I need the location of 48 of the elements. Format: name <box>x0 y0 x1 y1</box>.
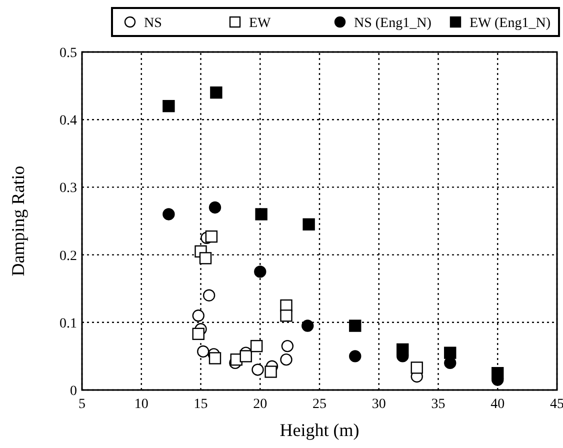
point <box>192 328 204 340</box>
y-tick-label: 0.3 <box>60 181 77 196</box>
y-tick-label: 0 <box>70 384 77 399</box>
point <box>252 364 264 376</box>
point <box>197 345 210 358</box>
point <box>492 367 504 380</box>
point <box>410 362 423 374</box>
point <box>210 86 222 99</box>
point <box>280 353 292 366</box>
y-tick-label: 0.1 <box>60 316 77 332</box>
point <box>254 266 266 278</box>
point <box>302 320 314 332</box>
y-axis-title: Damping Ratio <box>8 166 28 276</box>
y-tick-label: 0.4 <box>60 114 77 129</box>
point <box>255 208 268 220</box>
y-tick-label: 0.2 <box>60 248 77 264</box>
y-tick-label: 0.5 <box>60 46 77 61</box>
point <box>396 343 409 356</box>
x-tick-label: 20 <box>253 397 268 412</box>
point <box>205 230 218 243</box>
point <box>208 201 222 214</box>
point <box>444 346 456 359</box>
x-tick-label: 5 <box>78 397 86 412</box>
x-tick-label: 35 <box>431 397 446 412</box>
point <box>264 366 277 378</box>
point <box>192 310 204 322</box>
point <box>302 218 315 230</box>
legend-label: NS (Eng1_N) <box>354 16 432 31</box>
legend-label: EW <box>249 16 272 31</box>
point <box>281 340 294 352</box>
legend-label: NS <box>144 16 162 31</box>
point <box>240 350 252 362</box>
x-tick-label: 40 <box>490 397 505 412</box>
point <box>349 350 362 362</box>
point <box>202 289 216 302</box>
point <box>280 310 292 322</box>
point <box>208 352 222 364</box>
x-tick-label: 25 <box>312 397 326 412</box>
point <box>349 320 362 332</box>
x-tick-label: 30 <box>372 397 386 412</box>
point <box>162 100 175 112</box>
x-axis-title: Height (m) <box>280 420 360 440</box>
legend-label: EW (Eng1_N) <box>470 16 551 31</box>
x-tick-label: 10 <box>134 397 148 412</box>
x-tick-label: 15 <box>194 397 208 412</box>
point <box>162 208 175 220</box>
point <box>250 340 263 352</box>
point <box>199 252 212 264</box>
